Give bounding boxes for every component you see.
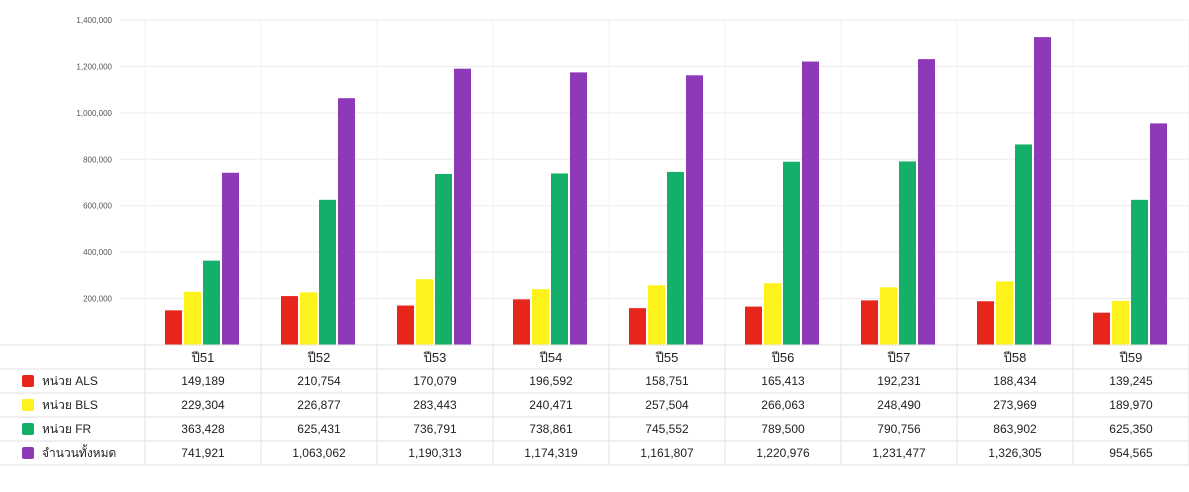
bar <box>629 308 646 345</box>
y-tick-label: 200,000 <box>83 295 112 304</box>
bar <box>1131 199 1148 345</box>
data-label: 229,304 <box>181 398 225 412</box>
data-label: 257,504 <box>645 398 689 412</box>
legend-label: หน่วย BLS <box>42 398 98 412</box>
y-tick-label: 1,000,000 <box>76 109 112 118</box>
bar <box>184 291 201 345</box>
bar <box>532 289 549 345</box>
bar <box>802 61 819 345</box>
y-tick-label: 400,000 <box>83 248 112 257</box>
bar <box>454 68 471 345</box>
bar <box>745 306 762 345</box>
bar <box>861 300 878 345</box>
bar <box>977 301 994 345</box>
data-label: 736,791 <box>413 422 457 436</box>
bar <box>764 283 781 345</box>
data-label: 1,231,477 <box>872 446 926 460</box>
data-label: 1,190,313 <box>408 446 462 460</box>
legend-label: จำนวนทั้งหมด <box>42 444 116 460</box>
bar <box>783 161 800 345</box>
data-label: 1,063,062 <box>292 446 346 460</box>
legend-swatch <box>22 399 34 411</box>
data-label: 189,970 <box>1109 398 1153 412</box>
bar <box>551 173 568 345</box>
bar <box>996 281 1013 345</box>
bar <box>416 279 433 345</box>
bar <box>1150 123 1167 345</box>
data-label: 625,350 <box>1109 422 1153 436</box>
bar <box>1112 300 1129 345</box>
category-label: ปี56 <box>771 350 795 365</box>
category-label: ปี57 <box>887 350 911 365</box>
data-label: 790,756 <box>877 422 921 436</box>
bar <box>165 310 182 345</box>
bar <box>570 72 587 346</box>
data-label: 745,552 <box>645 422 689 436</box>
data-label: 170,079 <box>413 374 457 388</box>
data-label: 283,443 <box>413 398 457 412</box>
data-label: 266,063 <box>761 398 805 412</box>
bar <box>1093 312 1110 345</box>
data-label: 863,902 <box>993 422 1037 436</box>
y-tick-label: 800,000 <box>83 155 112 164</box>
category-label: ปี59 <box>1119 350 1143 365</box>
data-label: 226,877 <box>297 398 341 412</box>
data-label: 738,861 <box>529 422 573 436</box>
bar <box>435 173 452 345</box>
y-tick-label: 1,400,000 <box>76 16 112 25</box>
bar <box>513 299 530 345</box>
data-label: 954,565 <box>1109 446 1153 460</box>
bar <box>918 59 935 346</box>
data-label: 789,500 <box>761 422 805 436</box>
bar <box>281 296 298 345</box>
bar <box>1015 144 1032 345</box>
bar <box>880 287 897 345</box>
category-label: ปี53 <box>423 350 447 365</box>
bar <box>667 171 684 345</box>
data-label: 196,592 <box>529 374 573 388</box>
legend-label: หน่วย ALS <box>42 374 98 388</box>
bar <box>222 172 239 345</box>
data-label: 149,189 <box>181 374 225 388</box>
data-label: 1,326,305 <box>988 446 1042 460</box>
bar <box>686 75 703 345</box>
category-label: ปี54 <box>539 350 563 365</box>
y-tick-label: 600,000 <box>83 202 112 211</box>
category-label: ปี55 <box>655 350 679 365</box>
data-label: 158,751 <box>645 374 689 388</box>
bar <box>899 161 916 345</box>
data-label: 273,969 <box>993 398 1037 412</box>
data-label: 240,471 <box>529 398 573 412</box>
legend-label: หน่วย FR <box>42 422 92 436</box>
data-label: 1,161,807 <box>640 446 694 460</box>
data-label: 1,220,976 <box>756 446 810 460</box>
bar <box>1034 37 1051 346</box>
data-label: 165,413 <box>761 374 805 388</box>
data-label: 210,754 <box>297 374 341 388</box>
category-label: ปี58 <box>1003 350 1027 365</box>
legend-swatch <box>22 447 34 459</box>
legend-swatch <box>22 423 34 435</box>
legend-swatch <box>22 375 34 387</box>
data-label: 188,434 <box>993 374 1037 388</box>
data-label: 625,431 <box>297 422 341 436</box>
bar <box>397 305 414 345</box>
data-label: 741,921 <box>181 446 225 460</box>
data-label: 363,428 <box>181 422 225 436</box>
category-label: ปี51 <box>191 350 215 365</box>
bar <box>319 199 336 345</box>
bar <box>300 292 317 345</box>
bar <box>648 285 665 345</box>
data-label: 1,174,319 <box>524 446 578 460</box>
data-label: 192,231 <box>877 374 921 388</box>
y-tick-label: 1,200,000 <box>76 62 112 71</box>
bar <box>338 98 355 346</box>
data-label: 248,490 <box>877 398 921 412</box>
bar <box>203 260 220 345</box>
category-label: ปี52 <box>307 350 331 365</box>
data-label: 139,245 <box>1109 374 1153 388</box>
